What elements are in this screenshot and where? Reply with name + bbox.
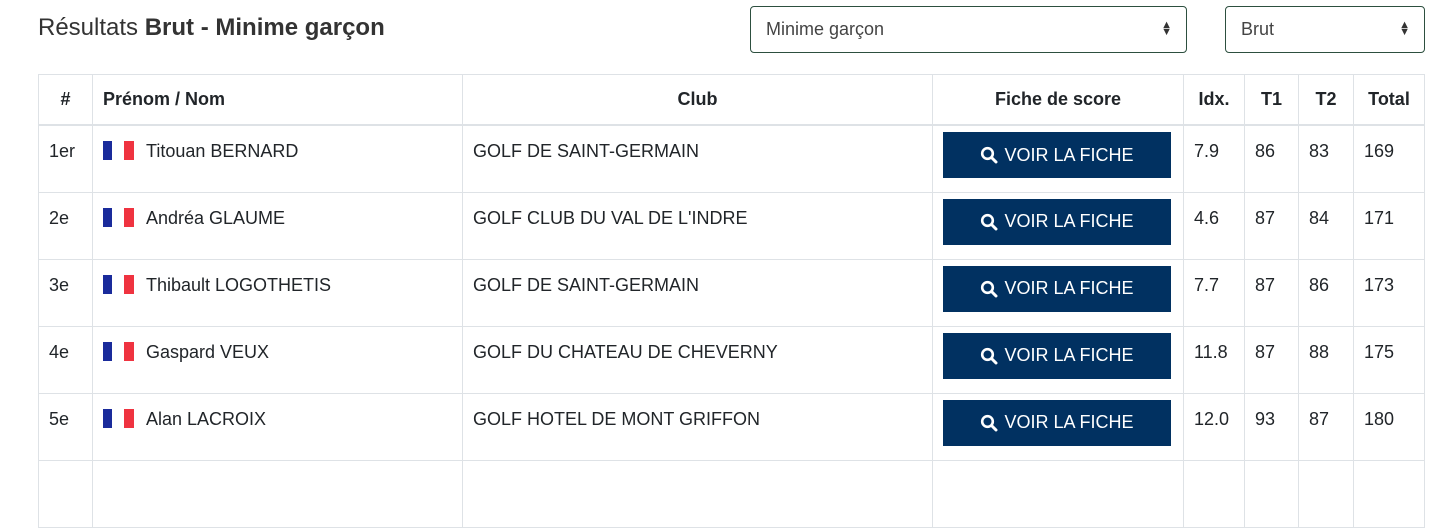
rank: 4e bbox=[38, 325, 93, 394]
index: 7.9 bbox=[1183, 124, 1245, 193]
col-name: Prénom / Nom bbox=[92, 74, 463, 126]
t1: 87 bbox=[1244, 258, 1299, 327]
table-row: 1er Titouan BERNARD GOLF DE SAINT-GERMAI… bbox=[38, 124, 1425, 193]
player-name-cell: Titouan BERNARD bbox=[92, 124, 463, 193]
player-name: Alan LACROIX bbox=[146, 408, 267, 429]
col-total: Total bbox=[1353, 74, 1425, 126]
sort-arrows-icon: ▲ ▼ bbox=[1161, 19, 1172, 39]
total: 175 bbox=[1353, 325, 1425, 394]
col-idx: Idx. bbox=[1183, 74, 1245, 126]
page-title: Résultats Brut - Minime garçon bbox=[38, 14, 385, 41]
scorecard-cell: VOIR LA FICHE bbox=[932, 325, 1184, 394]
player-name-cell: Thibault LOGOTHETIS bbox=[92, 258, 463, 327]
results-table: # Prénom / Nom Club Fiche de score Idx. … bbox=[38, 74, 1425, 528]
rank: 3e bbox=[38, 258, 93, 327]
rank: 2e bbox=[38, 191, 93, 260]
player-name: Gaspard VEUX bbox=[146, 341, 270, 362]
t2: 88 bbox=[1298, 325, 1354, 394]
player-name-cell: Alan LACROIX bbox=[92, 392, 463, 461]
player-name: Andréa GLAUME bbox=[146, 207, 286, 228]
view-scorecard-button[interactable]: VOIR LA FICHE bbox=[943, 132, 1171, 178]
t1: 87 bbox=[1244, 325, 1299, 394]
search-icon bbox=[981, 414, 998, 431]
t1: 86 bbox=[1244, 124, 1299, 193]
col-t2: T2 bbox=[1298, 74, 1354, 126]
view-scorecard-button[interactable]: VOIR LA FICHE bbox=[943, 265, 1171, 312]
view-scorecard-button[interactable]: VOIR LA FICHE bbox=[943, 198, 1171, 245]
scorecard-cell: VOIR LA FICHE bbox=[932, 258, 1184, 327]
table-row: 3e Thibault LOGOTHETIS GOLF DE SAINT-GER… bbox=[38, 258, 1425, 327]
france-flag-icon bbox=[103, 141, 134, 160]
sort-arrows-icon: ▲ ▼ bbox=[1399, 19, 1410, 39]
france-flag-icon bbox=[103, 207, 134, 227]
index: 4.6 bbox=[1183, 191, 1245, 260]
t1: 93 bbox=[1244, 392, 1299, 461]
search-icon bbox=[981, 347, 998, 364]
player-name: Titouan BERNARD bbox=[146, 141, 299, 161]
view-scorecard-button[interactable]: VOIR LA FICHE bbox=[943, 332, 1171, 379]
club: GOLF DU CHATEAU DE CHEVERNY bbox=[462, 325, 933, 394]
club: GOLF DE SAINT-GERMAIN bbox=[462, 258, 933, 327]
col-t1: T1 bbox=[1244, 74, 1299, 126]
club: GOLF HOTEL DE MONT GRIFFON bbox=[462, 392, 933, 461]
rank: 5e bbox=[38, 392, 93, 461]
search-icon bbox=[981, 280, 998, 297]
france-flag-icon bbox=[103, 274, 134, 294]
table-row: 4e Gaspard VEUX GOLF DU CHATEAU DE CHEVE… bbox=[38, 325, 1425, 394]
index: 7.7 bbox=[1183, 258, 1245, 327]
col-club: Club bbox=[462, 74, 933, 126]
rank: 1er bbox=[38, 124, 93, 193]
t2: 83 bbox=[1298, 124, 1354, 193]
type-select[interactable]: Brut ▲ ▼ bbox=[1225, 6, 1425, 53]
category-select[interactable]: Minime garçon ▲ ▼ bbox=[750, 6, 1187, 53]
search-icon bbox=[981, 146, 998, 164]
france-flag-icon bbox=[103, 341, 134, 361]
scorecard-cell: VOIR LA FICHE bbox=[932, 392, 1184, 461]
t2: 86 bbox=[1298, 258, 1354, 327]
player-name: Thibault LOGOTHETIS bbox=[146, 274, 332, 295]
col-rank: # bbox=[38, 74, 93, 126]
t2: 84 bbox=[1298, 191, 1354, 260]
table-row: 2e Andréa GLAUME GOLF CLUB DU VAL DE L'I… bbox=[38, 191, 1425, 260]
view-scorecard-button[interactable]: VOIR LA FICHE bbox=[943, 399, 1171, 446]
total: 171 bbox=[1353, 191, 1425, 260]
index: 11.8 bbox=[1183, 325, 1245, 394]
scorecard-cell: VOIR LA FICHE bbox=[932, 124, 1184, 193]
t1: 87 bbox=[1244, 191, 1299, 260]
header-row: # Prénom / Nom Club Fiche de score Idx. … bbox=[38, 74, 1425, 126]
total: 173 bbox=[1353, 258, 1425, 327]
table-row: 5e Alan LACROIX GOLF HOTEL DE MONT GRIFF… bbox=[38, 392, 1425, 461]
col-scorecard: Fiche de score bbox=[932, 74, 1184, 126]
scorecard-cell: VOIR LA FICHE bbox=[932, 191, 1184, 260]
player-name-cell: Gaspard VEUX bbox=[92, 325, 463, 394]
t2: 87 bbox=[1298, 392, 1354, 461]
france-flag-icon bbox=[103, 408, 134, 428]
total: 169 bbox=[1353, 124, 1425, 193]
club: GOLF DE SAINT-GERMAIN bbox=[462, 124, 933, 193]
club: GOLF CLUB DU VAL DE L'INDRE bbox=[462, 191, 933, 260]
search-icon bbox=[981, 213, 998, 230]
table-row bbox=[38, 459, 1425, 528]
index: 12.0 bbox=[1183, 392, 1245, 461]
total: 180 bbox=[1353, 392, 1425, 461]
player-name-cell: Andréa GLAUME bbox=[92, 191, 463, 260]
